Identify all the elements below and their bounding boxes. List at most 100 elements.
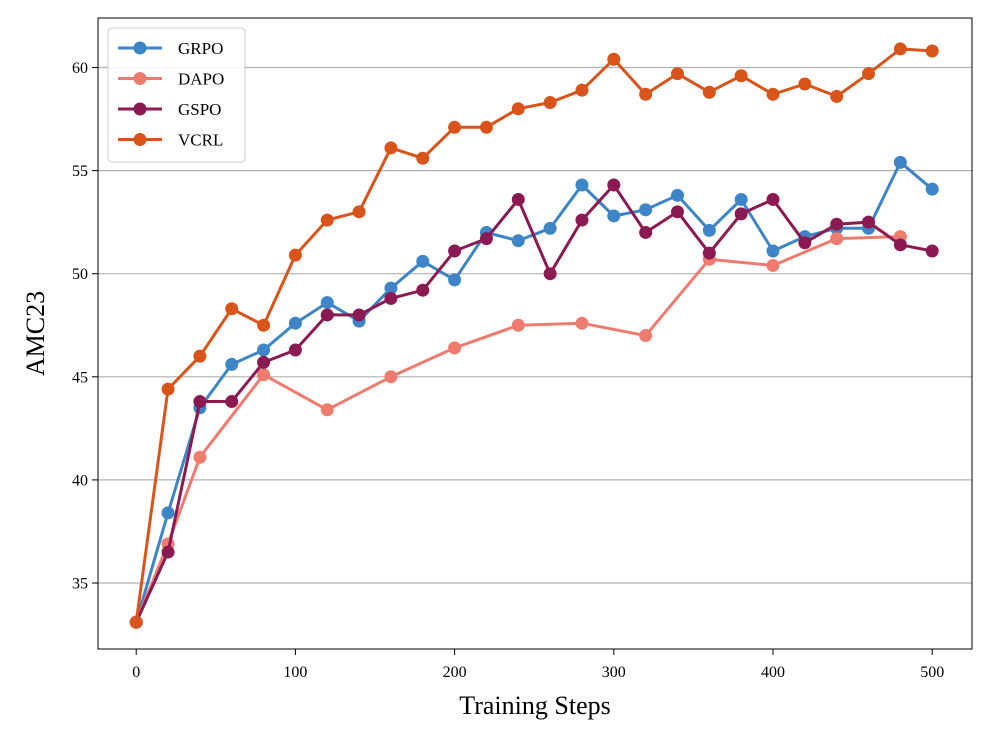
legend-box — [107, 27, 246, 163]
data-point-dapo — [448, 341, 462, 355]
x-tick-label: 400 — [761, 664, 785, 681]
legend-item-vcrl: VCRL — [118, 131, 223, 150]
data-point-grpo — [384, 281, 398, 295]
data-point-vcrl — [479, 120, 493, 134]
series-lines — [129, 42, 939, 629]
y-tick-label: 60 — [72, 60, 88, 77]
data-point-vcrl — [320, 213, 334, 227]
legend-item-dapo: DAPO — [118, 70, 224, 89]
data-point-gspo — [607, 178, 621, 192]
data-point-gspo — [830, 217, 844, 231]
data-point-vcrl — [893, 42, 907, 56]
y-tick-label: 45 — [72, 369, 88, 386]
data-point-gspo — [352, 308, 366, 322]
data-point-gspo — [511, 192, 525, 206]
series-vcrl — [129, 42, 939, 629]
data-point-gspo — [161, 545, 175, 559]
data-point-vcrl — [607, 52, 621, 66]
data-point-vcrl — [129, 615, 143, 629]
data-point-vcrl — [543, 96, 557, 110]
legend: GRPO DAPO GSPO VCRL — [107, 27, 246, 163]
data-point-gspo — [416, 283, 430, 297]
data-point-vcrl — [862, 67, 876, 81]
data-point-vcrl — [670, 67, 684, 81]
data-point-vcrl — [734, 69, 748, 83]
series-line-dapo — [134, 235, 902, 624]
data-point-grpo — [607, 209, 621, 223]
x-axis-label: Training Steps — [459, 691, 610, 720]
data-point-gspo — [479, 232, 493, 246]
data-point-grpo — [257, 343, 271, 357]
data-point-vcrl — [352, 205, 366, 219]
plot-frame — [97, 17, 973, 650]
data-point-grpo — [639, 203, 653, 217]
data-point-vcrl — [639, 87, 653, 101]
data-point-dapo — [830, 232, 844, 246]
y-tick-label: 40 — [72, 472, 88, 489]
y-tick-label: 35 — [72, 576, 88, 593]
legend-label-grpo: GRPO — [178, 39, 223, 58]
data-point-gspo — [575, 213, 589, 227]
legend-marker-grpo — [133, 41, 147, 55]
data-point-grpo — [511, 234, 525, 248]
data-point-vcrl — [193, 349, 207, 363]
data-point-vcrl — [830, 89, 844, 103]
legend-item-gspo: GSPO — [118, 100, 221, 119]
data-point-vcrl — [225, 302, 239, 316]
legend-label-gspo: GSPO — [178, 100, 221, 119]
data-point-gspo — [766, 192, 780, 206]
data-point-gspo — [702, 246, 716, 260]
data-point-vcrl — [416, 151, 430, 165]
data-point-gspo — [639, 225, 653, 239]
legend-marker-dapo — [133, 72, 147, 85]
data-point-vcrl — [925, 44, 939, 58]
x-tick-label: 300 — [602, 664, 626, 681]
data-point-vcrl — [448, 120, 462, 134]
data-point-gspo — [193, 395, 207, 409]
data-point-gspo — [384, 291, 398, 305]
data-point-dapo — [320, 403, 334, 417]
data-point-dapo — [639, 329, 653, 343]
data-point-dapo — [384, 370, 398, 384]
data-point-grpo — [320, 296, 334, 310]
x-tick-label: 0 — [132, 664, 140, 681]
legend-label-vcrl: VCRL — [178, 131, 223, 150]
data-point-gspo — [670, 205, 684, 219]
data-point-grpo — [702, 223, 716, 237]
data-point-dapo — [257, 368, 271, 382]
axes: 35 40 45 50 55 60 0 100 200 300 400 500 — [72, 60, 944, 681]
data-point-vcrl — [575, 83, 589, 97]
data-point-gspo — [893, 238, 907, 252]
data-point-grpo — [448, 273, 462, 287]
data-point-vcrl — [766, 87, 780, 101]
data-point-vcrl — [798, 77, 812, 91]
data-point-grpo — [288, 316, 302, 330]
data-point-gspo — [543, 267, 557, 281]
data-point-vcrl — [702, 85, 716, 99]
data-point-gspo — [257, 355, 271, 369]
grid-lines — [98, 66, 972, 584]
data-point-vcrl — [288, 248, 302, 262]
legend-item-grpo: GRPO — [118, 39, 223, 58]
data-point-grpo — [543, 221, 557, 235]
data-point-vcrl — [161, 382, 175, 396]
data-point-grpo — [225, 357, 239, 371]
data-point-grpo — [925, 182, 939, 196]
data-point-grpo — [161, 506, 175, 520]
data-point-gspo — [734, 207, 748, 221]
x-tick-label: 200 — [443, 664, 467, 681]
data-point-dapo — [766, 258, 780, 272]
data-point-dapo — [193, 450, 207, 464]
data-point-gspo — [225, 395, 239, 409]
x-tick-label: 500 — [920, 664, 944, 681]
data-point-dapo — [511, 318, 525, 332]
data-point-grpo — [575, 178, 589, 192]
data-point-grpo — [670, 188, 684, 202]
data-point-vcrl — [384, 141, 398, 155]
legend-marker-gspo — [133, 102, 147, 116]
data-point-gspo — [798, 236, 812, 250]
data-point-gspo — [320, 308, 334, 322]
data-point-gspo — [448, 244, 462, 258]
